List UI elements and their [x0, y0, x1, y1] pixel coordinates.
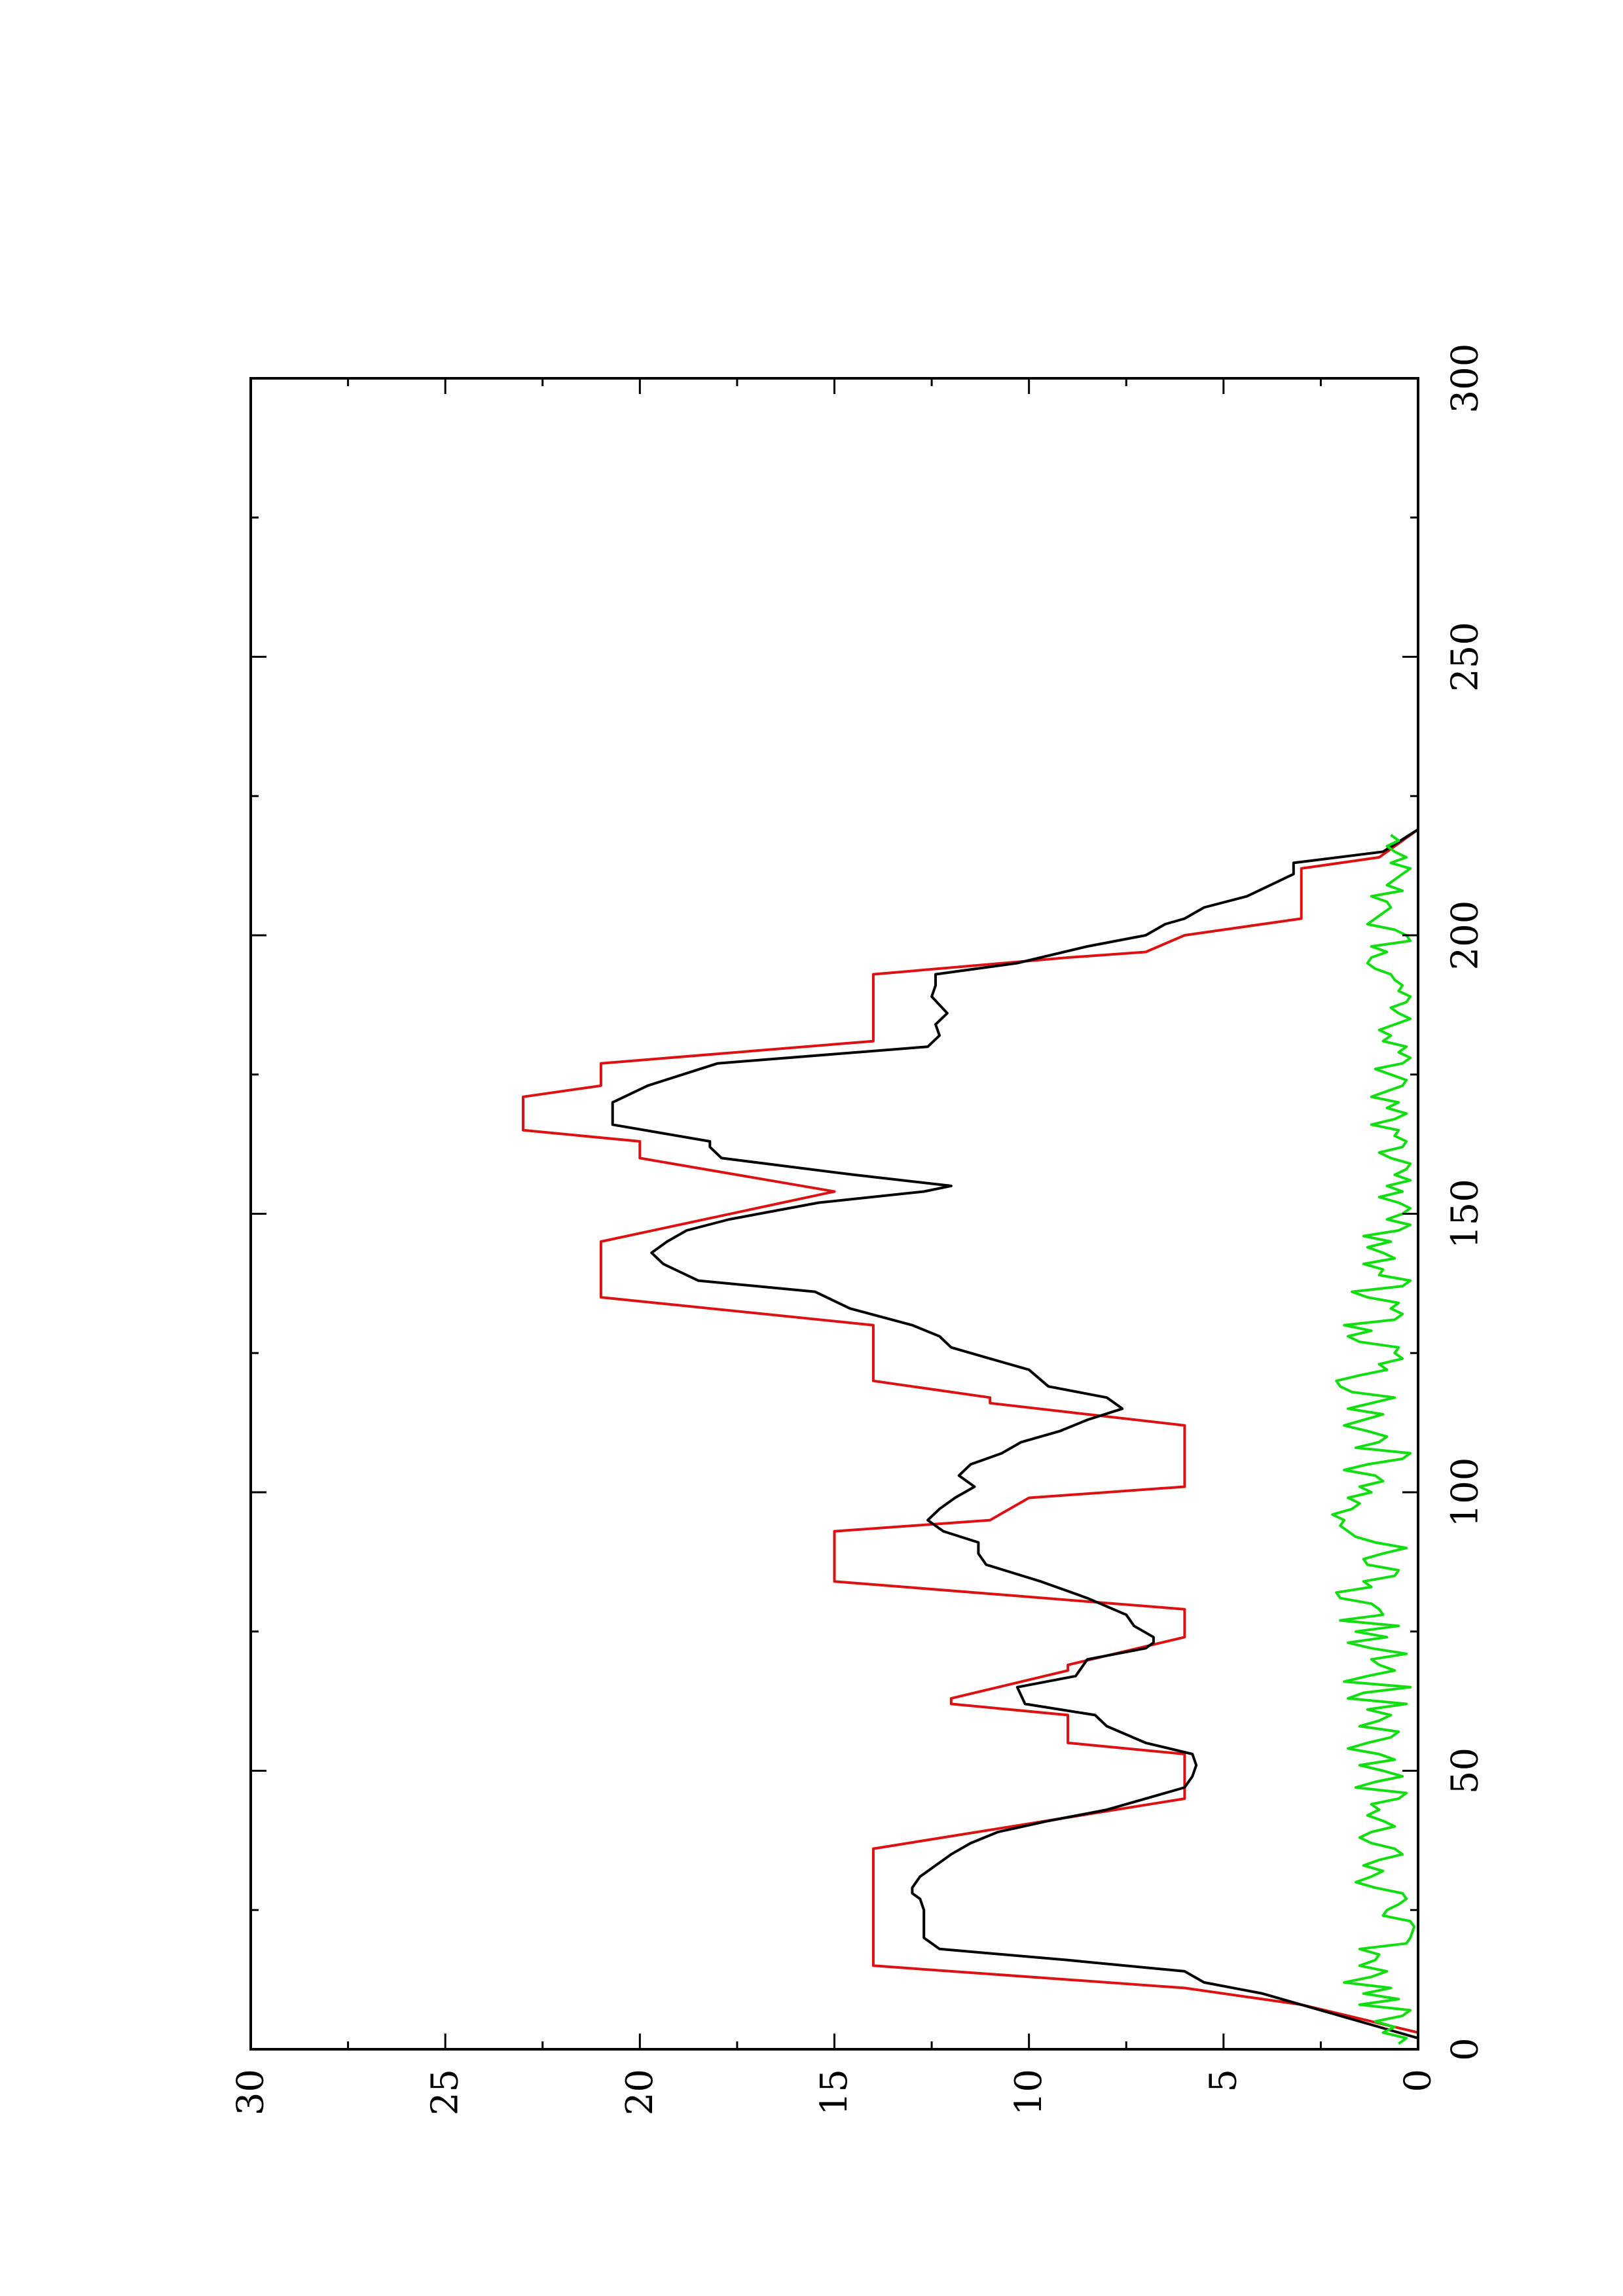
y-tick-label: 10 [1008, 2069, 1050, 2115]
x-tick-label: 300 [1444, 344, 1487, 414]
series-line-1 [522, 828, 1419, 2049]
x-tick-label: 0 [1444, 2037, 1487, 2061]
x-tick-label: 200 [1444, 901, 1487, 971]
y-tick-label: 30 [230, 2069, 272, 2115]
y-tick-label: 15 [813, 2069, 856, 2115]
plot-frame [249, 377, 1419, 2051]
x-tick-label: 250 [1444, 622, 1487, 692]
y-tick-label: 0 [1397, 2069, 1440, 2092]
y-tick-label: 25 [424, 2069, 467, 2115]
x-tick-label: 150 [1444, 1179, 1487, 1249]
y-tick-label: 20 [619, 2069, 661, 2115]
series-line-3 [1331, 834, 1416, 2045]
series-layer [522, 828, 1419, 2049]
y-tick-label: 5 [1202, 2069, 1245, 2092]
tick-labels-layer: 0 50 100 150 200 250 300 0 5 10 15 20 25 30 [230, 344, 1487, 2116]
x-tick-label: 50 [1444, 1748, 1487, 1794]
series-line-2 [611, 828, 1419, 2049]
x-tick-label: 100 [1444, 1458, 1487, 1528]
